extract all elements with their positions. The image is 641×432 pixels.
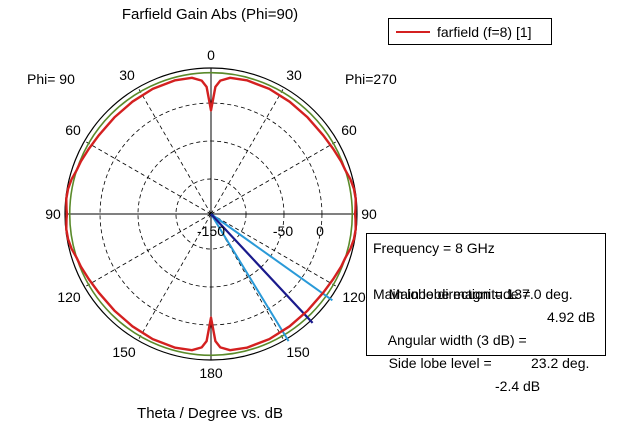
beamwidth-line-lower (210, 213, 333, 302)
width-value: 23.2 deg. (531, 355, 590, 371)
reference-0db-circle (68, 71, 354, 357)
width-row: Angular width (3 dB) = 23.2 deg. (373, 306, 605, 371)
angle-tick-label: 90 (45, 206, 61, 222)
main-lobe-markers (210, 213, 333, 342)
angle-tick-label: 150 (286, 344, 310, 360)
angle-tick-label: 180 (199, 365, 223, 381)
series-farfield-curve (65, 76, 357, 352)
spoke-210 (137, 213, 212, 341)
sidelobe-label: Side lobe level = (388, 355, 492, 371)
angle-tick-label: 30 (119, 67, 135, 83)
spoke-300 (84, 140, 212, 215)
radial-tick-label: -50 (273, 223, 293, 239)
direction-text: Main lobe direction = 137.0 deg. (373, 286, 573, 302)
series-layer (65, 76, 357, 352)
beamwidth-line-upper (210, 213, 290, 342)
width-label: Angular width (3 dB) = (387, 332, 527, 348)
frequency-text: Frequency = 8 GHz (373, 240, 495, 256)
legend: farfield (f=8) [1] (388, 18, 552, 45)
phi-right-label: Phi=270 (345, 71, 397, 87)
polar-grid (64, 67, 358, 361)
magnitude-label: Main lobe magnitude = (388, 286, 531, 302)
legend-label: farfield (f=8) [1] (437, 24, 532, 40)
angle-tick-label: 0 (207, 47, 215, 63)
reference-circle (68, 71, 354, 357)
radial-tick-label: -150 (197, 223, 225, 239)
info-box: Frequency = 8 GHz Main lobe magnitude = … (366, 233, 606, 394)
angle-tick-label: 120 (57, 289, 81, 305)
angle-tick-label: 90 (361, 206, 377, 222)
legend-swatch (396, 31, 430, 33)
spoke-60 (210, 140, 338, 215)
radial-tick-label: 0 (316, 223, 324, 239)
spoke-120 (210, 213, 338, 288)
chart-title: Farfield Gain Abs (Phi=90) (122, 6, 298, 23)
x-axis-label: Theta / Degree vs. dB (137, 405, 283, 422)
angle-tick-label: 60 (65, 122, 81, 138)
main-lobe-line (210, 213, 314, 324)
sidelobe-value: -2.4 dB (495, 378, 541, 394)
magnitude-row: Main lobe magnitude = 4.92 dB (373, 260, 605, 325)
spoke-240 (84, 213, 212, 288)
spoke-30 (210, 87, 285, 215)
angle-tick-label: 30 (286, 67, 302, 83)
spoke-330 (137, 87, 212, 215)
phi-left-label: Phi= 90 (27, 71, 75, 87)
sidelobe-row: Side lobe level = -2.4 dB (373, 329, 605, 394)
angle-tick-label: 150 (112, 344, 136, 360)
angle-tick-label: 60 (341, 122, 357, 138)
angle-tick-label: 120 (342, 289, 366, 305)
magnitude-value: 4.92 dB (547, 309, 596, 325)
tick-labels: 0 30 60 90 120 150 180 150 120 90 60 30 -150 -50 0 (45, 47, 377, 381)
